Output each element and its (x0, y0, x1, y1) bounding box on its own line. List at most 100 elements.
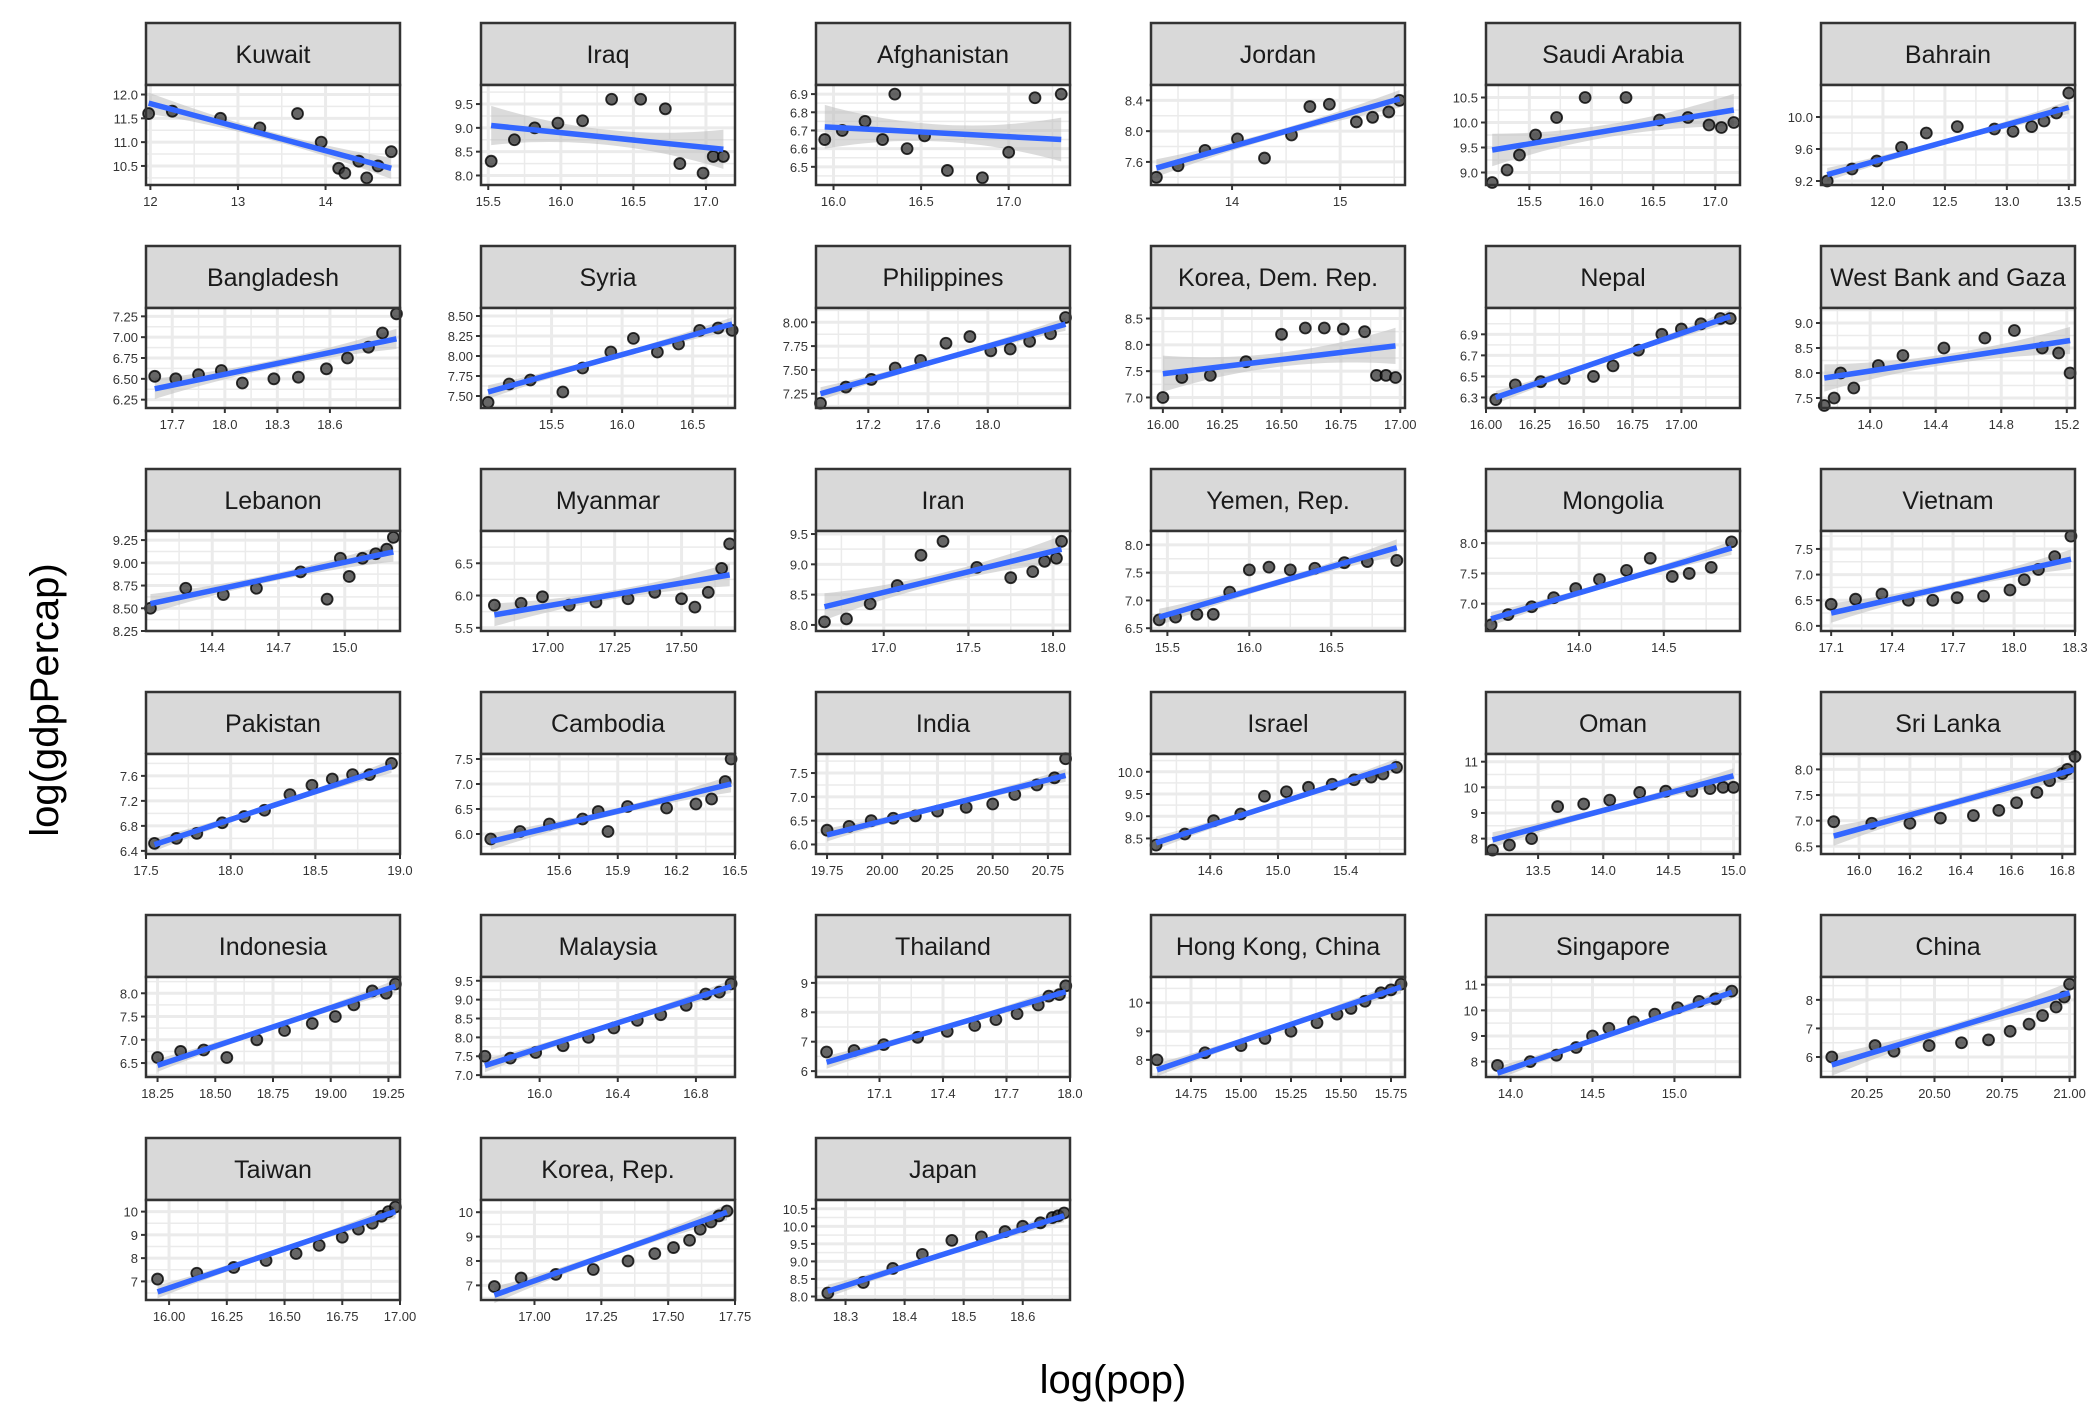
facet-strip (1819, 913, 2077, 979)
data-point (818, 615, 831, 629)
x-tick-label: 18.50 (199, 1086, 232, 1101)
x-tick-label: 17.0 (871, 640, 896, 655)
facet-strip-label: Indonesia (219, 933, 328, 961)
x-tick-label: 16.75 (1325, 417, 1358, 432)
data-point (1028, 91, 1042, 105)
x-tick-label: 15.50 (1325, 1086, 1358, 1101)
data-point (1550, 111, 1564, 124)
y-tick-label: 7.0 (790, 790, 808, 805)
data-point (342, 570, 356, 583)
y-tick-label: 7.5 (455, 752, 473, 767)
panel-border (479, 752, 737, 856)
facet-strip (479, 690, 737, 756)
y-tick-label: 6.8 (120, 819, 138, 834)
x-tick-label: 16.75 (1616, 417, 1649, 432)
x-tick-label: 14.8 (1989, 417, 2014, 432)
facet-panel-indonesia: Indonesia 18.25 18.50 18.75 19.00 19.25 6.5 7.0… (120, 913, 405, 1101)
facet-strip-label: Yemen, Rep. (1206, 487, 1350, 515)
data-point (1978, 331, 1992, 345)
x-tick-label: 17.50 (665, 640, 698, 655)
data-point (1298, 321, 1312, 335)
y-tick-label: 7.50 (783, 363, 808, 378)
facet-strip (144, 467, 402, 533)
data-point (151, 1272, 164, 1286)
facet-strip-label: Mongolia (1562, 487, 1664, 515)
data-point (818, 133, 832, 146)
y-tick-label: 8.0 (790, 1289, 808, 1304)
y-tick-label: 8.5 (790, 1272, 808, 1287)
data-point (320, 362, 333, 376)
x-tick-label: 15.5 (539, 417, 564, 432)
y-tick-label: 8.00 (783, 315, 808, 330)
panel-border (814, 752, 1072, 856)
y-tick-label: 9 (801, 976, 808, 991)
data-point (1258, 789, 1271, 803)
y-tick-label: 7.5 (1460, 566, 1478, 581)
x-tick-label: 18.75 (257, 1086, 290, 1101)
data-point (536, 590, 549, 604)
x-tick-label: 14.7 (266, 640, 291, 655)
data-point (1903, 816, 1917, 830)
panel-border (479, 83, 737, 187)
data-point (2030, 786, 2044, 799)
x-tick-label: 16.0 (609, 417, 634, 432)
panel-border (1149, 529, 1407, 633)
regression-line (823, 546, 1063, 610)
data-point (1038, 554, 1051, 568)
data-point (1875, 587, 1889, 601)
data-point (507, 133, 521, 147)
facet-strip-label: Korea, Dem. Rep. (1178, 264, 1378, 292)
facet-strip (1484, 244, 1742, 310)
regression-line (824, 124, 1062, 143)
y-tick-label: 10.5 (783, 1202, 808, 1217)
panel-border (144, 529, 402, 633)
x-tick-label: 16.5 (722, 863, 747, 878)
y-tick-label: 6.5 (455, 556, 473, 571)
data-point (148, 369, 162, 383)
panel-border (1149, 83, 1407, 187)
x-tick-label: 14.0 (1498, 1086, 1523, 1101)
data-point (576, 114, 589, 128)
data-point (689, 797, 703, 811)
data-point (487, 1280, 501, 1293)
facet-panel-korea-dem-rep: Korea, Dem. Rep. 16.00 16.25 16.50 16.75 17.0… (1125, 244, 1417, 432)
data-point (1824, 597, 1838, 611)
y-tick-label: 6.25 (113, 393, 138, 408)
y-tick-label: 8.5 (1795, 341, 1813, 356)
panel-border (1819, 752, 2077, 856)
data-point (1003, 342, 1017, 356)
data-point (1258, 151, 1271, 165)
data-point (179, 581, 193, 595)
y-tick-label: 8.0 (1125, 338, 1143, 353)
facet-strip (479, 467, 737, 533)
y-tick-label: 9 (466, 1230, 473, 1245)
x-tick-label: 17.00 (518, 1309, 551, 1324)
data-point (1825, 1050, 1839, 1064)
data-point (1303, 100, 1317, 113)
data-point (723, 537, 737, 551)
facet-panels: Kuwait 12 13 14 10.5 11.0 11.5 12.0 Iraq 15.5 16.0… (113, 21, 2088, 1324)
x-tick-label: 16.5 (908, 194, 933, 209)
data-point (1603, 793, 1617, 807)
data-point (1682, 567, 1696, 580)
data-point (683, 1233, 696, 1247)
facet-panel-syria: Syria 15.5 16.0 16.5 7.50 7.75 8.00 8.25 8.50 (448, 244, 739, 432)
data-point (1322, 97, 1336, 111)
regression-line (490, 781, 732, 845)
data-point (914, 548, 928, 562)
data-point (1633, 786, 1647, 799)
x-tick-label: 12.0 (1870, 194, 1895, 209)
y-tick-label: 7 (131, 1274, 138, 1289)
x-tick-label: 18.6 (1010, 1309, 1035, 1324)
data-point (621, 1254, 635, 1268)
data-point (1577, 797, 1591, 811)
data-point (820, 1045, 833, 1059)
y-tick-label: 8.0 (1125, 124, 1143, 139)
regression-line (1491, 107, 1735, 153)
panel-border (1819, 83, 2077, 187)
x-tick-label: 16.5 (621, 194, 646, 209)
data-point (484, 154, 498, 168)
y-tick-label: 7.00 (113, 330, 138, 345)
data-point (648, 1247, 662, 1261)
facet-panel-lebanon: Lebanon 14.4 14.7 15.0 8.25 8.50 8.75 9.00 9.25 (113, 467, 402, 655)
